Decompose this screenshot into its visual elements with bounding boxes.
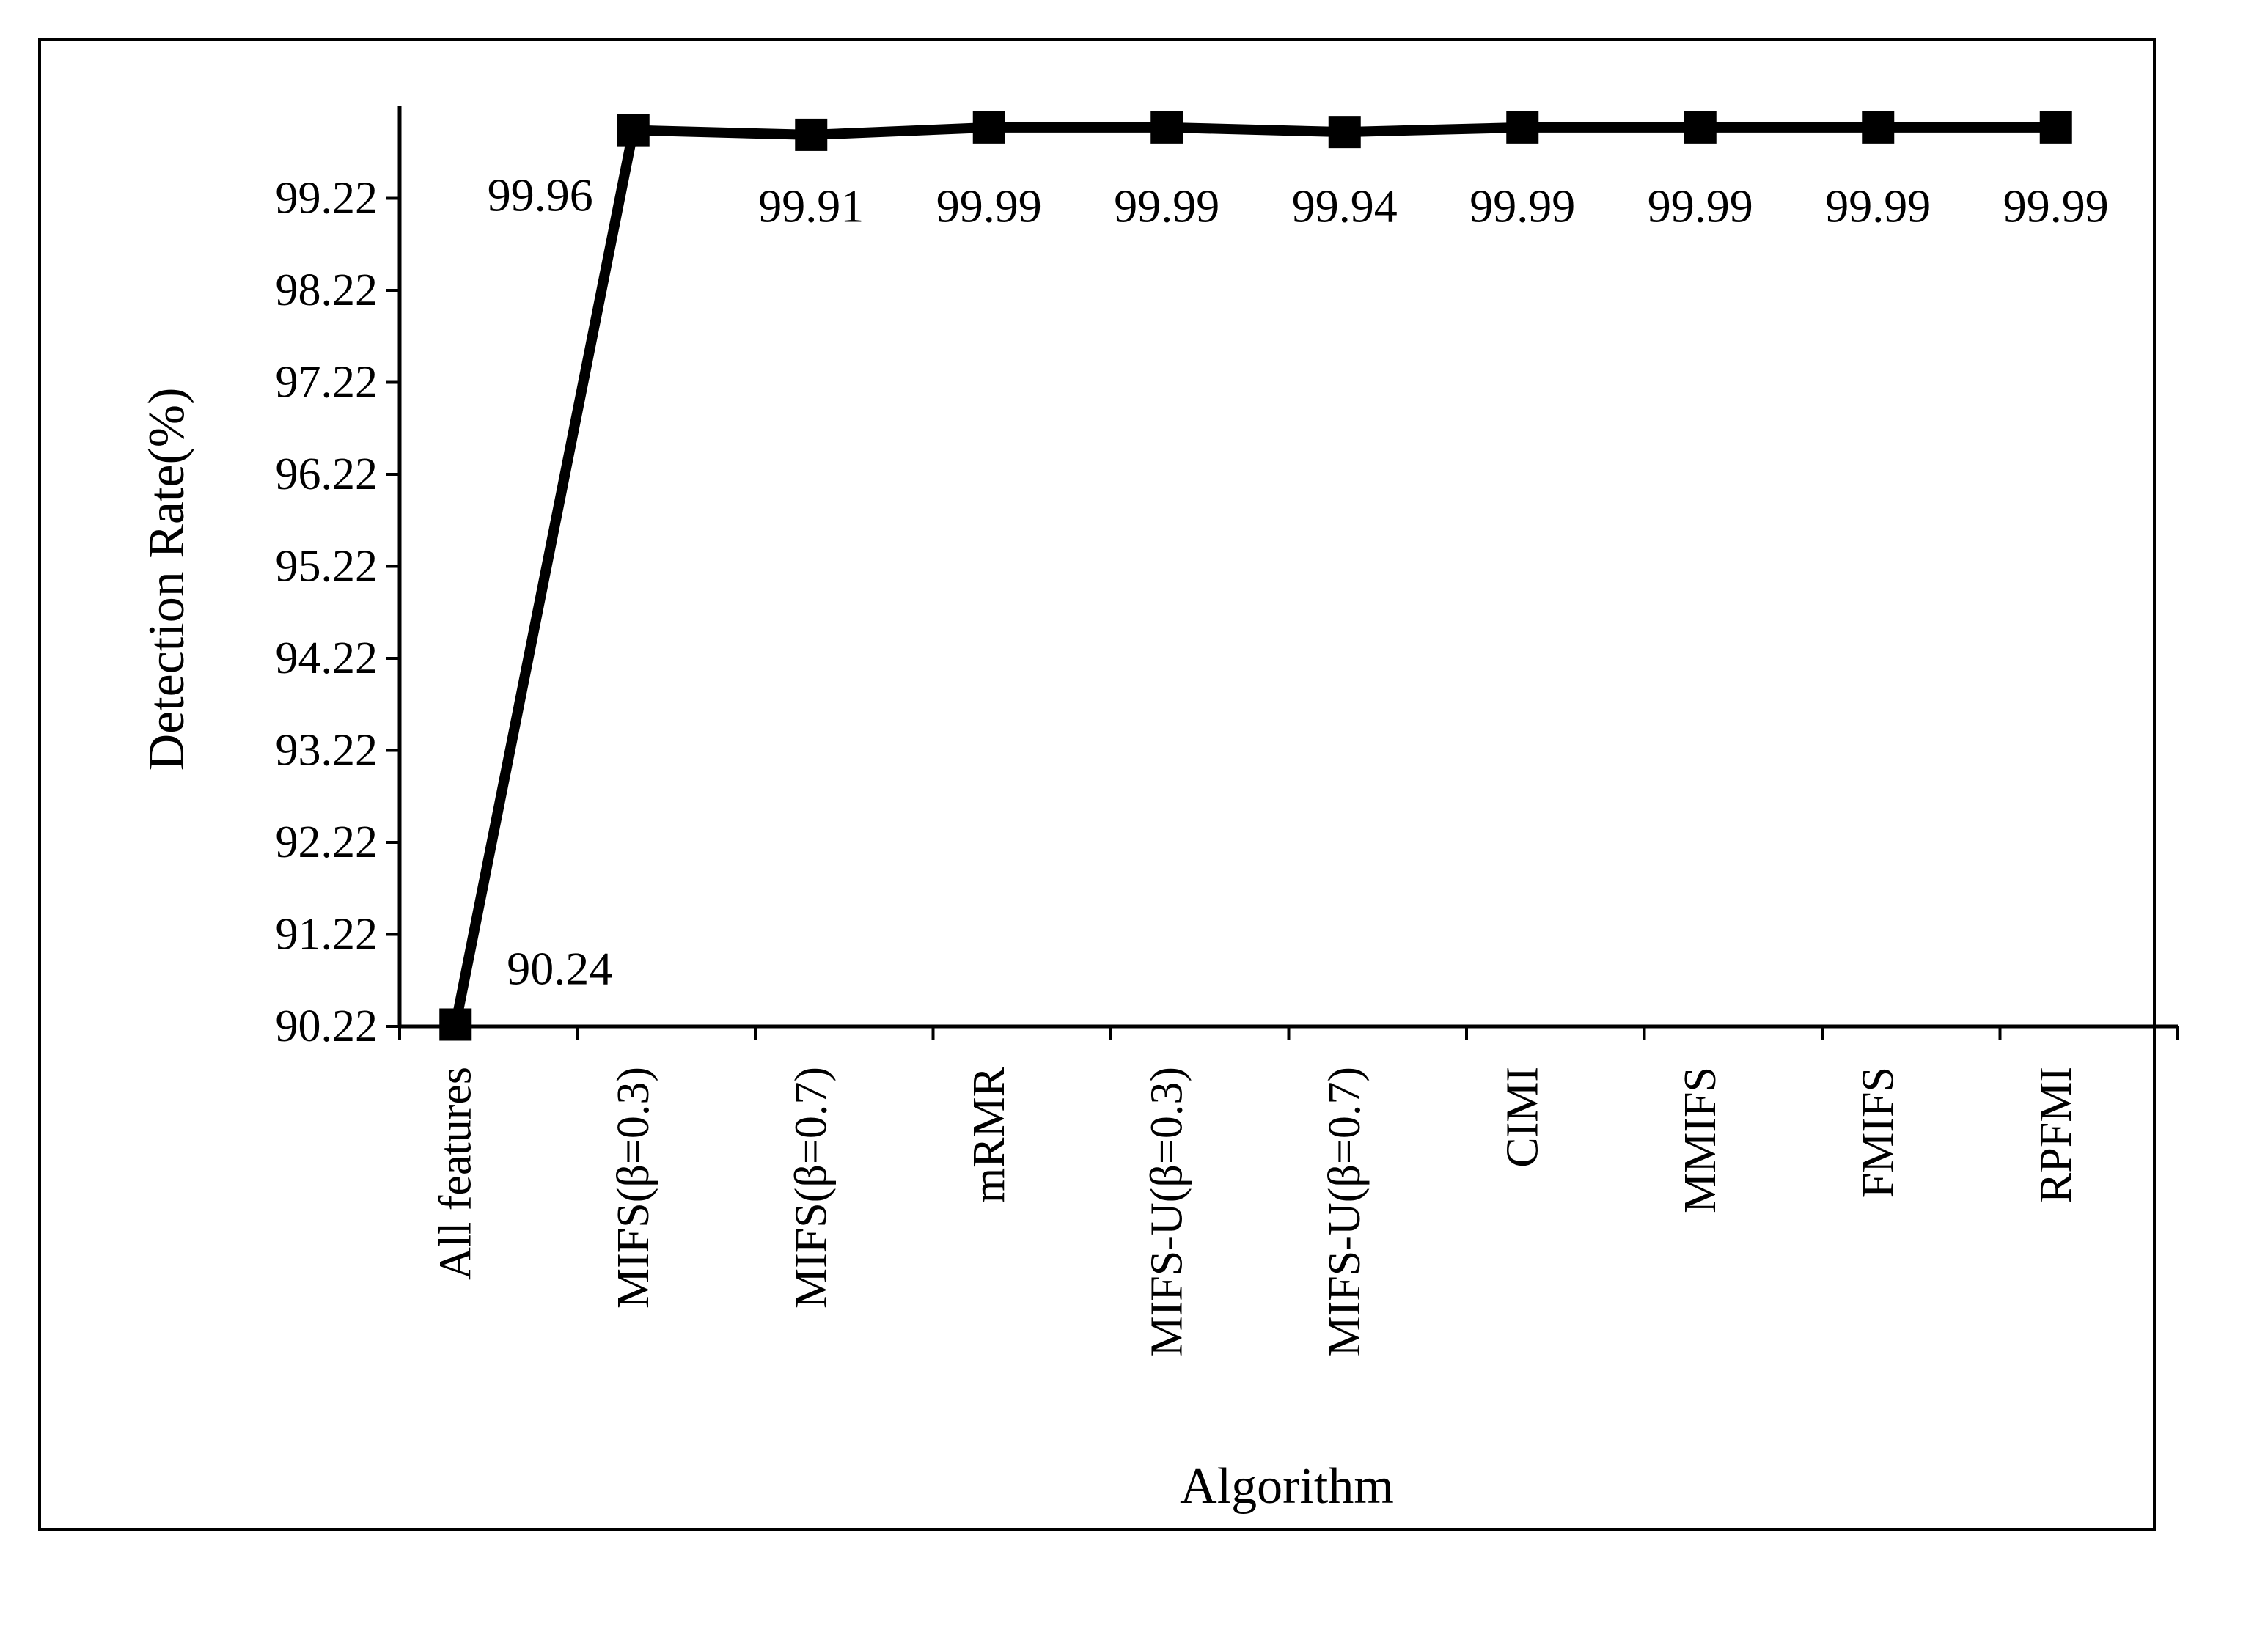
data-label: 99.96 (488, 169, 593, 221)
data-label: 99.94 (1292, 180, 1398, 232)
y-tick-label: 94.22 (276, 633, 378, 683)
x-tick-label: RPFMI (2031, 1067, 2081, 1203)
data-point-marker (1328, 116, 1361, 149)
x-axis-title: Algorithm (1180, 1458, 1394, 1515)
x-tick-label: FMIFS (1853, 1067, 1903, 1198)
data-point-marker (617, 114, 650, 147)
data-point-marker (1684, 111, 1717, 144)
data-label: 99.99 (1648, 180, 1753, 232)
data-label: 99.99 (936, 180, 1042, 232)
x-tick-label: MIFS-U(β=0.3) (1142, 1067, 1192, 1356)
data-labels: 90.24 99.96 99.91 99.99 99.99 99.94 99.99 99.99… (488, 169, 2109, 995)
x-tick-label: MIFS(β=0.7) (786, 1067, 836, 1309)
data-label: 99.91 (758, 180, 864, 232)
data-point-marker (2039, 111, 2072, 144)
x-tick-label: mRMR (964, 1066, 1014, 1203)
y-tick-label: 93.22 (276, 726, 378, 776)
data-label: 99.99 (1825, 180, 1931, 232)
x-tick-label: MIFS(β=0.3) (609, 1067, 658, 1309)
y-axis-ticks: 90.22 91.22 92.22 93.22 94.22 95.22 96.22 97.22… (276, 174, 400, 1051)
data-label: 99.99 (1114, 180, 1219, 232)
data-label: 90.24 (507, 942, 612, 994)
x-tick-label: All features (430, 1067, 480, 1280)
data-label: 99.99 (2003, 180, 2109, 232)
x-axis-ticks: All features MIFS(β=0.3) MIFS(β=0.7) mRMR MI… (398, 1026, 2179, 1356)
data-point-marker (439, 1008, 472, 1041)
chart-frame (38, 38, 2156, 1531)
x-tick-label: CIMI (1497, 1067, 1547, 1168)
y-tick-label: 91.22 (276, 910, 378, 960)
data-point-marker (972, 111, 1005, 144)
x-tick-label: MIFS-U(β=0.7) (1320, 1067, 1370, 1356)
y-tick-label: 97.22 (276, 358, 378, 408)
y-tick-label: 95.22 (276, 542, 378, 592)
data-point-marker (1150, 111, 1183, 144)
data-point-marker (795, 118, 828, 151)
y-tick-label: 99.22 (276, 174, 378, 224)
data-point-marker (1506, 111, 1539, 144)
y-axis-title: Detection Rate(%) (139, 388, 195, 771)
data-point-marker (1862, 111, 1895, 144)
y-tick-label: 96.22 (276, 449, 378, 499)
y-tick-label: 92.22 (276, 817, 378, 867)
series-line (450, 122, 2056, 1026)
y-tick-label: 98.22 (276, 265, 378, 315)
y-tick-label: 90.22 (276, 1001, 378, 1051)
series-detection-rate (439, 111, 2072, 1041)
data-label: 99.99 (1469, 180, 1575, 232)
axes (397, 106, 2178, 1029)
x-tick-label: MMIFS (1676, 1067, 1725, 1213)
